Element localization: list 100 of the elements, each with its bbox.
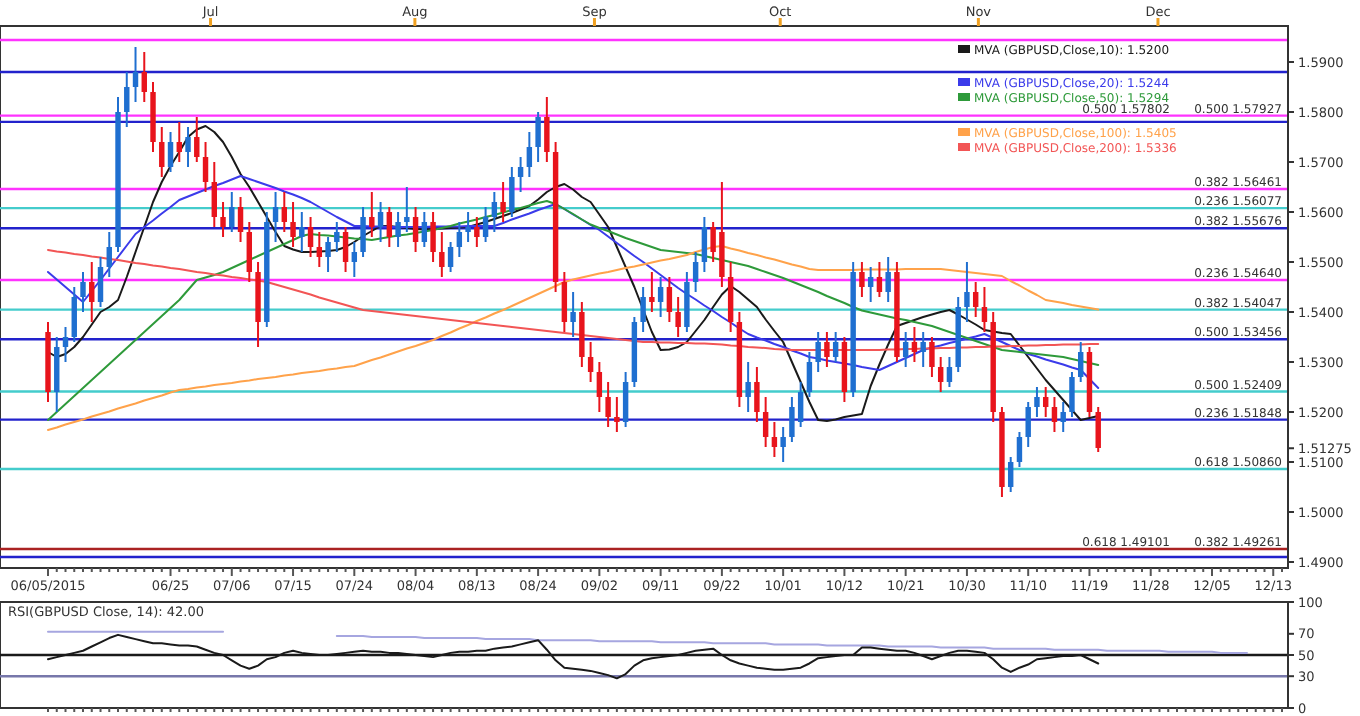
candlestick <box>824 331 830 368</box>
candlestick <box>1095 406 1101 453</box>
candlestick <box>404 186 410 233</box>
candlestick <box>727 261 734 333</box>
candlestick <box>360 206 366 258</box>
candlestick <box>614 396 620 433</box>
candlestick <box>561 271 568 333</box>
candlestick <box>902 331 909 368</box>
candlestick <box>937 356 944 393</box>
candlestick <box>474 216 480 248</box>
candlestick <box>867 266 874 303</box>
candlestick <box>1025 401 1031 448</box>
candlestick <box>194 116 200 163</box>
candlestick <box>1051 396 1058 433</box>
candlestick <box>369 191 375 238</box>
candlestick <box>62 326 69 363</box>
candlestick <box>622 371 629 428</box>
candlestick <box>815 331 821 373</box>
candlestick <box>1060 401 1066 433</box>
candlestick <box>1034 386 1040 418</box>
candlestick <box>587 341 594 383</box>
candlestick <box>929 336 935 378</box>
candlestick <box>299 211 305 253</box>
candlestick <box>1042 386 1049 418</box>
candlestick <box>754 366 760 423</box>
candlestick <box>1069 371 1075 418</box>
candlestick <box>946 356 953 388</box>
candlestick <box>745 361 751 413</box>
candlestick <box>290 201 296 248</box>
candlestick <box>701 216 708 273</box>
candlestick <box>159 126 165 178</box>
candlestick <box>281 191 288 233</box>
candlestick <box>439 231 445 278</box>
candlestick <box>657 276 664 318</box>
candlestick <box>964 261 970 323</box>
candlestick <box>237 196 244 243</box>
candlestick <box>71 286 77 343</box>
candlestick <box>132 46 139 103</box>
candlestick <box>1016 431 1023 468</box>
candlestick <box>920 331 926 368</box>
candlestick <box>106 231 112 278</box>
candlestick <box>465 211 471 243</box>
candlestick <box>981 286 988 333</box>
candlestick <box>509 166 515 218</box>
candlestick <box>316 231 323 268</box>
candlestick <box>211 161 217 228</box>
candlestick <box>972 281 979 318</box>
candlestick <box>141 51 147 103</box>
candlestick <box>832 331 839 363</box>
candlestick <box>97 256 104 308</box>
candlestick <box>771 421 778 458</box>
candlestick <box>911 326 918 363</box>
candlestick <box>334 221 340 253</box>
candlestick <box>220 201 226 238</box>
candlestick <box>54 336 60 413</box>
candlestick <box>806 351 813 398</box>
candlestick <box>342 226 349 273</box>
candlestick <box>272 191 279 243</box>
candlestick <box>517 156 524 193</box>
candlestick <box>789 396 795 443</box>
candlestick <box>421 211 428 248</box>
candlestick <box>351 241 358 278</box>
candlestick <box>675 296 681 338</box>
candlestick <box>762 396 769 448</box>
candlestick <box>692 251 699 293</box>
candlestick <box>1007 456 1014 493</box>
candlestick <box>377 201 384 243</box>
candlestick <box>526 131 533 178</box>
candlestick <box>1078 341 1084 383</box>
candlestick <box>395 211 401 248</box>
candlestick <box>579 301 585 368</box>
candlestick <box>876 261 883 298</box>
candlestick <box>89 261 95 323</box>
candlestick <box>570 291 576 338</box>
candlestick <box>596 361 603 413</box>
candlestick <box>325 236 331 273</box>
candlestick <box>307 216 314 258</box>
candlestick <box>386 206 393 248</box>
candlestick <box>482 206 489 243</box>
candlestick <box>535 111 541 163</box>
candlestick <box>176 121 182 163</box>
candlestick <box>491 191 498 233</box>
candlestick <box>124 71 130 128</box>
candlestick <box>649 271 655 313</box>
candlestick <box>684 271 690 333</box>
candlestick <box>447 241 454 273</box>
candlestick <box>430 211 436 263</box>
candlestick <box>666 276 673 323</box>
candlestick <box>185 126 191 168</box>
candlestick <box>412 206 419 253</box>
candlestick <box>885 256 891 303</box>
candlestick <box>229 191 235 233</box>
candlestick <box>500 181 506 223</box>
candlestick <box>544 96 550 163</box>
candlestick <box>640 286 646 333</box>
candlestick <box>456 221 463 258</box>
candlestick <box>605 381 611 428</box>
candlestick <box>246 221 252 283</box>
candlestick <box>80 271 86 313</box>
candlestick <box>859 261 865 298</box>
